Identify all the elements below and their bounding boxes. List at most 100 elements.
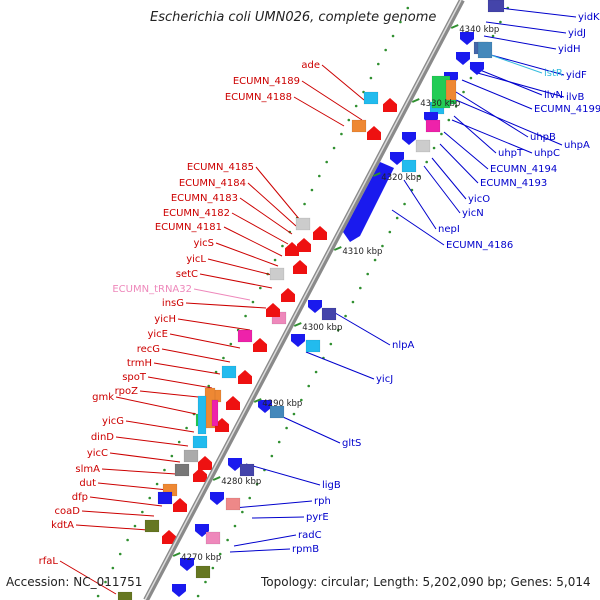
gene-label-kdta: kdtA	[51, 520, 74, 531]
gene-label-pyre: pyrE	[306, 512, 329, 523]
gene-label-dfp: dfp	[72, 492, 88, 503]
label-leader-line	[483, 35, 557, 50]
gc-dot	[170, 454, 174, 458]
label-leaders-layer	[59, 7, 577, 595]
gc-dot	[440, 132, 443, 136]
gc-dot	[229, 342, 233, 346]
label-leader-line	[473, 71, 565, 98]
gc-dot	[303, 202, 306, 206]
gene-label-ilvb: ilvB	[566, 92, 584, 103]
label-leader-line	[193, 288, 251, 301]
gene-label-yidh: yidH	[558, 44, 581, 55]
kbp-tick-label: 4280 kbp	[221, 477, 261, 487]
kbp-tick-mark	[293, 322, 302, 327]
gc-dot	[491, 34, 495, 38]
gc-dot	[104, 580, 107, 584]
gc-dot	[126, 538, 129, 542]
gene-label-spot: spoT	[122, 372, 147, 383]
reverse-gene-feature	[195, 565, 211, 579]
kbp-ticks-layer: 4340 kbp 4330 kbp 4320 kbp 4310 kbp 4300 kbp…	[172, 24, 499, 563]
forward-gene-arrow	[198, 456, 212, 470]
forward-gene-feature	[157, 491, 173, 505]
gene-label-nepi: nepI	[438, 224, 460, 235]
forward-gene-arrow	[226, 396, 240, 410]
label-leader-line	[305, 351, 375, 380]
kbp-tick-mark	[172, 552, 181, 557]
forward-gene-feature	[269, 267, 285, 281]
gc-dot	[469, 76, 473, 80]
label-leader-line	[455, 99, 563, 146]
forward-gene-feature	[237, 329, 253, 343]
gc-dot	[233, 524, 237, 528]
gc-dot	[270, 454, 274, 458]
gene-label-dut: dut	[79, 478, 96, 489]
gc-dot	[214, 370, 218, 374]
kbp-tick-label: 4270 kbp	[181, 553, 221, 563]
gc-dot	[196, 594, 200, 598]
gc-dot	[255, 482, 259, 486]
gc-dot	[369, 76, 373, 80]
label-leader-line	[239, 197, 293, 235]
gc-dot	[373, 258, 377, 262]
kbp-tick-label: 4320 kbp	[381, 173, 421, 183]
gene-label-nlpa: nlpA	[392, 340, 414, 351]
gene-label-yidk: yidK	[578, 12, 600, 23]
gc-dot	[399, 20, 402, 24]
gene-label-yics: yicS	[193, 238, 214, 249]
label-leader-line	[147, 376, 213, 389]
kbp-tick-label: 4330 kbp	[420, 99, 460, 109]
kbp-tick-mark	[450, 24, 459, 29]
label-leader-line	[233, 534, 297, 547]
forward-gene-arrow	[285, 242, 299, 256]
kbp-tick-mark	[372, 172, 381, 177]
gene-label-ecumn4182: ECUMN_4182	[163, 208, 230, 219]
label-leader-line	[161, 348, 231, 363]
reverse-gene-arrow	[210, 492, 224, 505]
gene-label-yico: yicO	[468, 194, 490, 205]
large-reverse-gene-arrow	[343, 162, 394, 242]
reverse-gene-feature	[269, 405, 285, 419]
forward-gene-feature	[183, 449, 199, 463]
reverse-gene-feature	[239, 463, 255, 477]
kbp-tick-label: 4300 kbp	[302, 323, 342, 333]
kbp-tick-mark	[411, 98, 420, 103]
gc-dot	[332, 146, 336, 150]
label-leader-line	[321, 64, 365, 101]
gc-dot	[314, 370, 318, 374]
gene-label-rpmb: rpmB	[292, 544, 319, 555]
gc-dot	[211, 566, 215, 570]
reverse-gene-feature	[401, 159, 417, 173]
label-leader-line	[199, 273, 273, 289]
gc-dot	[336, 328, 340, 332]
gene-label-ligb: ligB	[322, 480, 341, 491]
label-leader-line	[115, 436, 189, 447]
forward-gene-arrow	[238, 370, 252, 384]
forward-gene-arrow	[293, 260, 307, 274]
gene-label-yicl: yicL	[186, 254, 206, 265]
gc-dot	[354, 104, 358, 108]
label-leader-line	[59, 560, 117, 595]
forward-gene-arrow	[162, 530, 176, 544]
gene-label-ilvn: ilvN	[544, 90, 563, 101]
forward-gene-arrow	[173, 498, 187, 512]
forward-gene-arrow	[193, 468, 207, 482]
label-leader-line	[439, 143, 479, 184]
gc-dot	[222, 356, 225, 360]
reverse-gene-feature	[305, 339, 321, 353]
kbp-tick-label: 4290 kbp	[262, 399, 302, 409]
label-leader-line	[229, 548, 291, 553]
label-leader-line	[109, 452, 181, 463]
reverse-gene-arrow	[291, 334, 305, 347]
gene-label-ecumn4199: ECUMN_4199	[534, 104, 600, 115]
accession-text: Accession: NC_011751	[6, 575, 143, 589]
gene-label-yicj: yicJ	[376, 374, 393, 385]
gc-dot	[395, 216, 399, 220]
gene-label-gmk: gmk	[92, 392, 114, 403]
reverse-gene-arrow	[390, 152, 404, 165]
gc-dot	[391, 34, 395, 38]
forward-gene-arrow	[297, 238, 311, 252]
gc-dot	[388, 230, 392, 234]
gc-dot	[381, 244, 384, 248]
gc-dot	[376, 62, 380, 66]
label-leader-line	[461, 79, 533, 110]
